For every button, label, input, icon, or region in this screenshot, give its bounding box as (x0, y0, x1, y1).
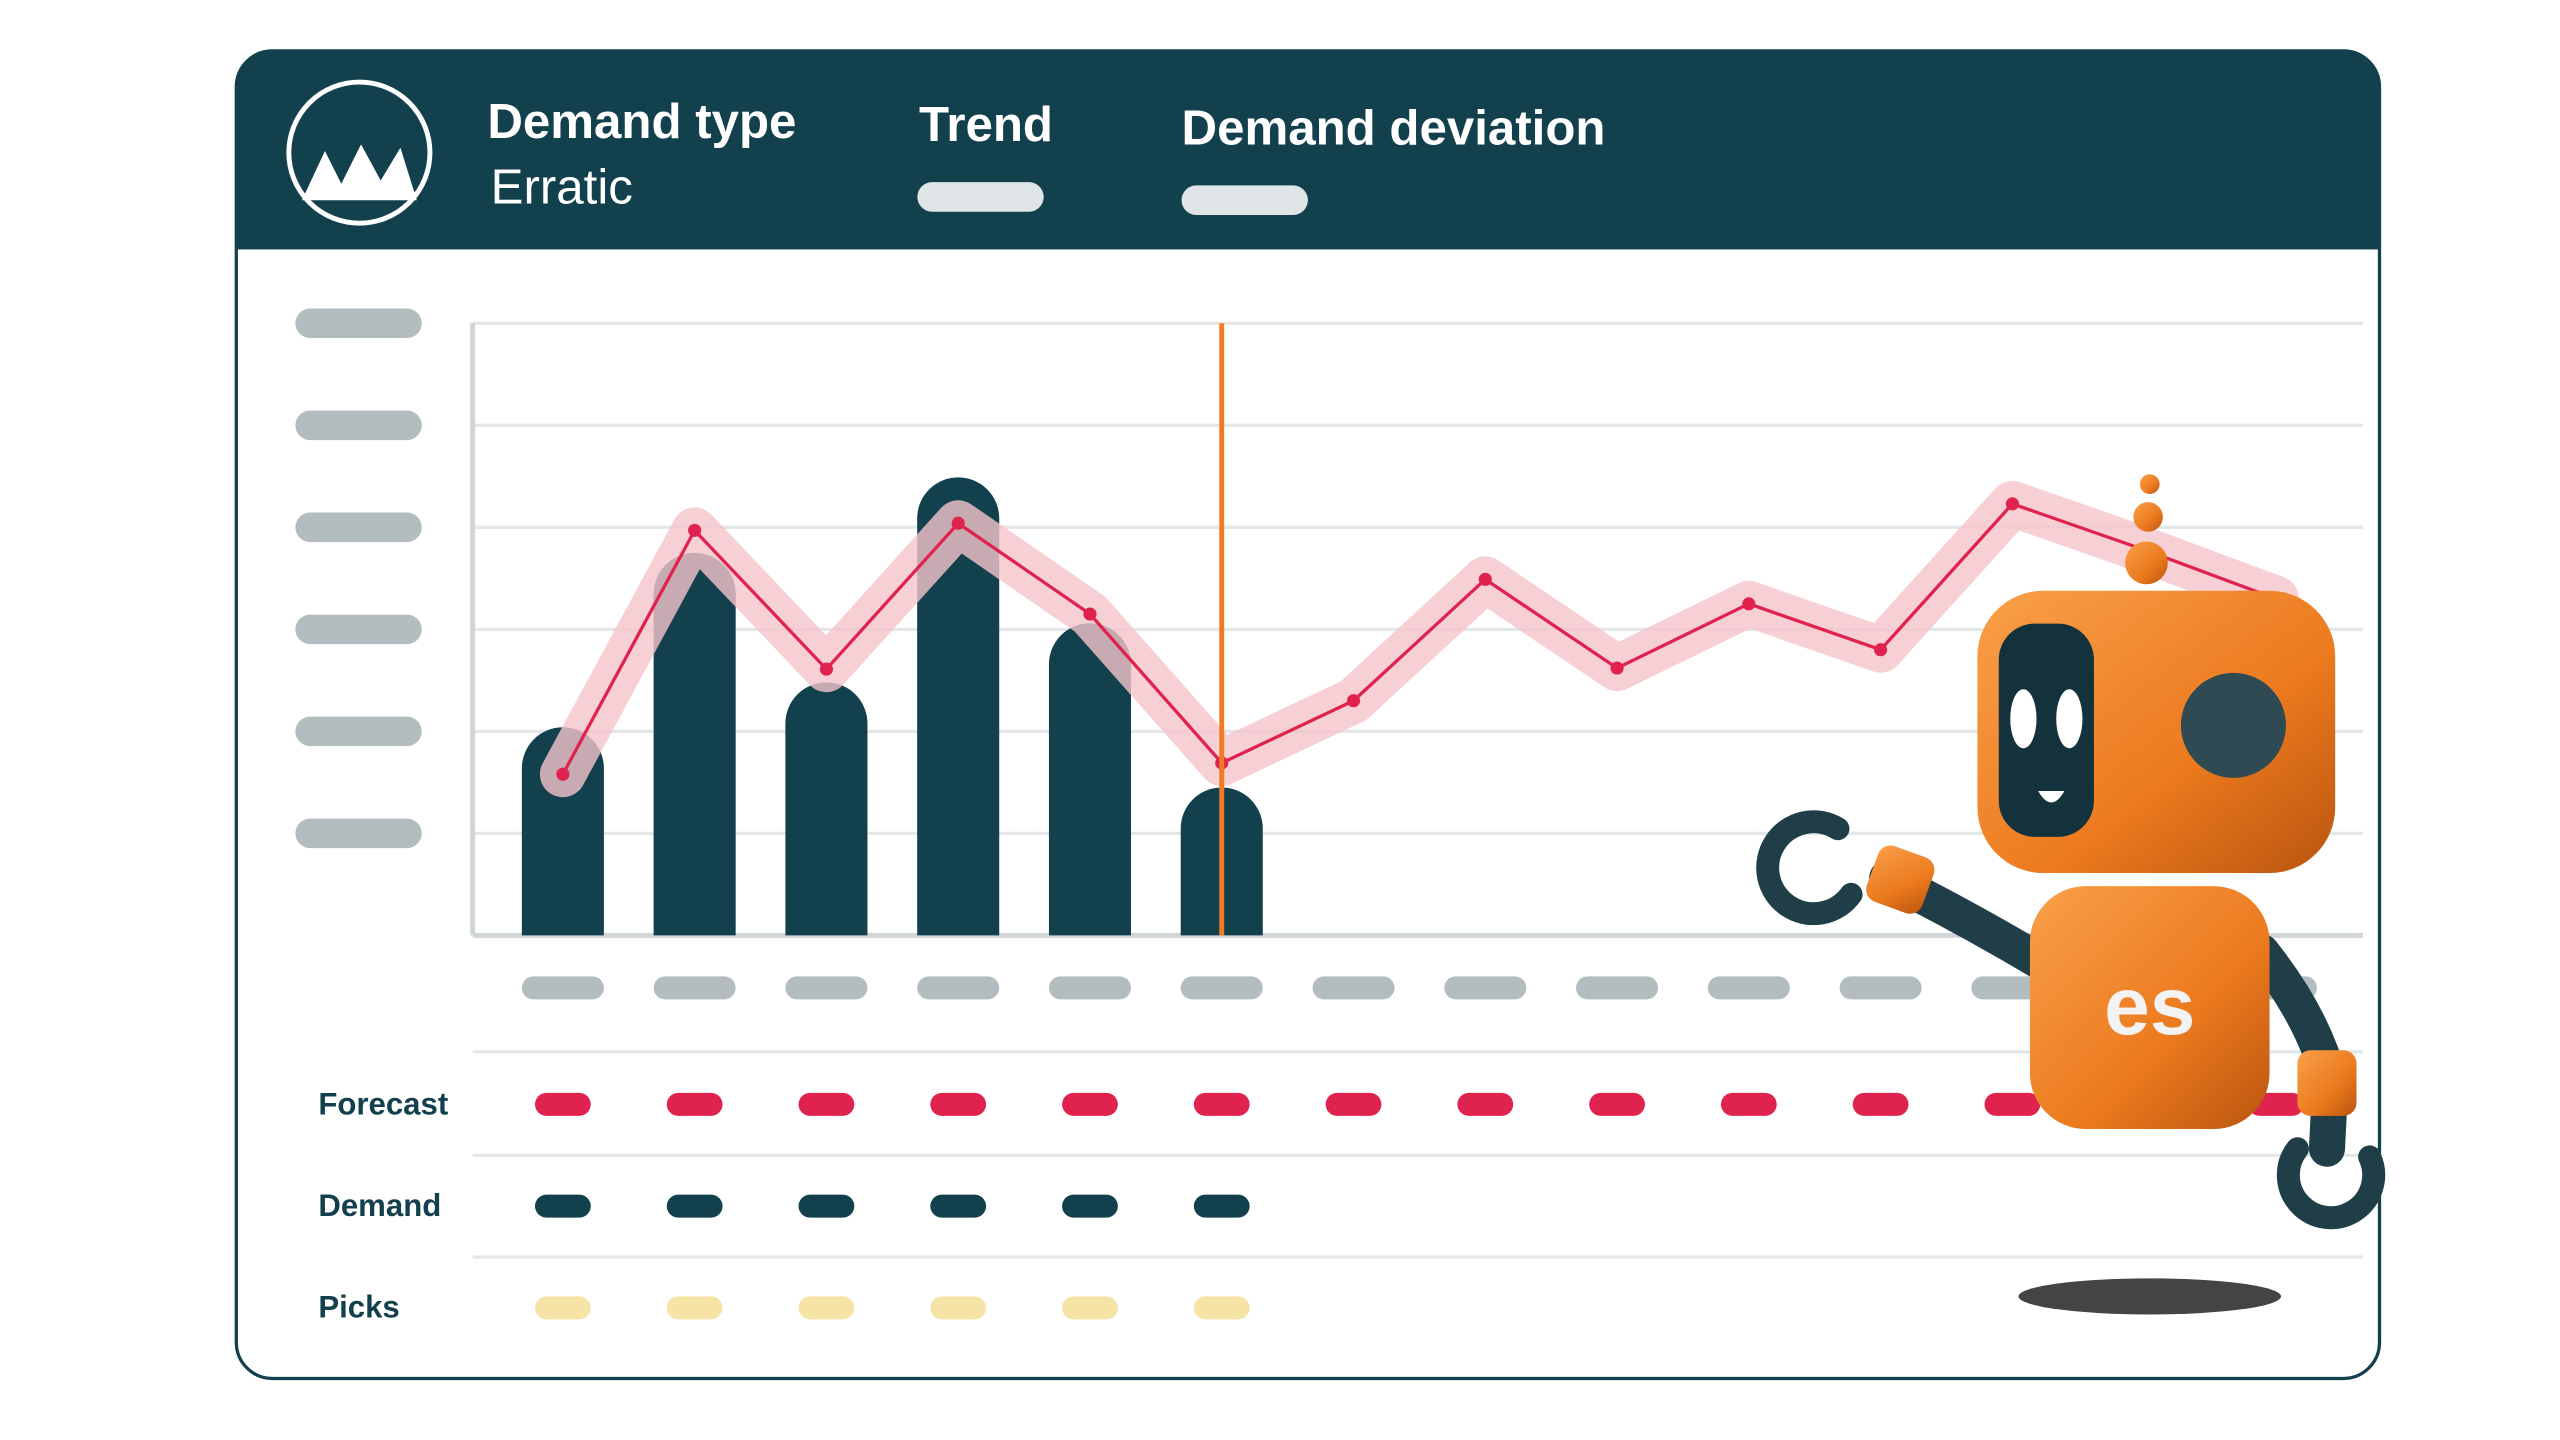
forecast-point (556, 767, 570, 781)
y-tick-placeholder (295, 716, 422, 747)
row-dash (930, 1092, 987, 1116)
robot-shadow (2018, 1278, 2282, 1315)
robot-body (2029, 886, 2270, 1130)
row-dash (1193, 1092, 1250, 1116)
y-tick-placeholder (295, 818, 422, 849)
deviation-placeholder (1181, 185, 1308, 215)
x-tick-placeholder (1048, 976, 1131, 1000)
robot-joint (2297, 1050, 2357, 1116)
bar (917, 477, 1000, 936)
forecast-point (819, 662, 833, 676)
forecast-point (1874, 643, 1888, 657)
robot: es (1756, 474, 2386, 1315)
row-dash (666, 1092, 723, 1116)
row-dash (1193, 1296, 1250, 1320)
x-tick-placeholder (1444, 976, 1527, 1000)
row-dash (666, 1296, 723, 1320)
row-dash (1062, 1194, 1118, 1218)
x-tick-placeholder (1576, 976, 1659, 1000)
y-tick-placeholder (295, 512, 422, 543)
robot-claw (2276, 1137, 2386, 1230)
forecast-point (1610, 661, 1624, 675)
row-dash (1325, 1092, 1382, 1116)
y-tick-placeholder (295, 308, 422, 339)
row-dash (1852, 1092, 1909, 1116)
logo (286, 79, 433, 226)
row-dash (798, 1296, 855, 1320)
row-dash (1062, 1092, 1118, 1116)
y-tick-placeholder (295, 614, 422, 645)
row-dash (534, 1092, 591, 1116)
forecast-point (688, 523, 702, 537)
row-label: Demand (318, 1188, 441, 1223)
row-dash (930, 1194, 987, 1218)
demand-type-label: Demand type (487, 94, 796, 149)
row-label: Picks (318, 1290, 399, 1325)
y-tick-placeholder (295, 410, 422, 441)
x-tick-placeholder (1707, 976, 1790, 1000)
forecast-point (1083, 607, 1097, 621)
header-bar (236, 50, 2380, 250)
row-dash (1062, 1296, 1118, 1320)
forecast-point (951, 516, 965, 530)
x-tick-placeholder (1312, 976, 1395, 1000)
forecast-point (1478, 572, 1492, 586)
row-dash (534, 1296, 591, 1320)
bar (1048, 623, 1131, 936)
x-tick-placeholder (785, 976, 868, 1000)
x-tick-placeholder (653, 976, 736, 1000)
bar (785, 682, 868, 936)
robot-face (1998, 623, 2094, 837)
deviation-label: Demand deviation (1182, 100, 1606, 155)
row-dash (1193, 1194, 1250, 1218)
row-dash (930, 1296, 987, 1320)
forecast-point (1346, 694, 1361, 708)
row-dash (1457, 1092, 1514, 1116)
row-dash (1720, 1092, 1777, 1116)
demand-type-value: Erratic (491, 159, 633, 214)
row-label: Forecast (318, 1086, 448, 1121)
robot-eye (2180, 672, 2286, 778)
row-dash (1589, 1092, 1645, 1116)
x-tick-placeholder (1180, 976, 1263, 1000)
row-dash (666, 1194, 723, 1218)
forecast-point (1742, 597, 1756, 611)
robot-joint (1866, 845, 1935, 914)
robot-logo: es (2104, 961, 2195, 1052)
forecast-point (2005, 497, 2019, 511)
plot: Forecast Demand Picks (295, 308, 2364, 1325)
forecast-line (561, 501, 2277, 775)
x-tick-placeholder (917, 976, 1000, 1000)
bar (653, 552, 736, 936)
row-dash (534, 1194, 591, 1218)
row-dash (1984, 1092, 2041, 1116)
robot-claw (1756, 810, 1863, 926)
x-tick-placeholder (521, 976, 604, 1000)
trend-label: Trend (919, 97, 1053, 152)
row-dash (798, 1092, 855, 1116)
trend-placeholder (917, 182, 1044, 212)
x-tick-placeholder (1839, 976, 1922, 1000)
row-dash (798, 1194, 855, 1218)
